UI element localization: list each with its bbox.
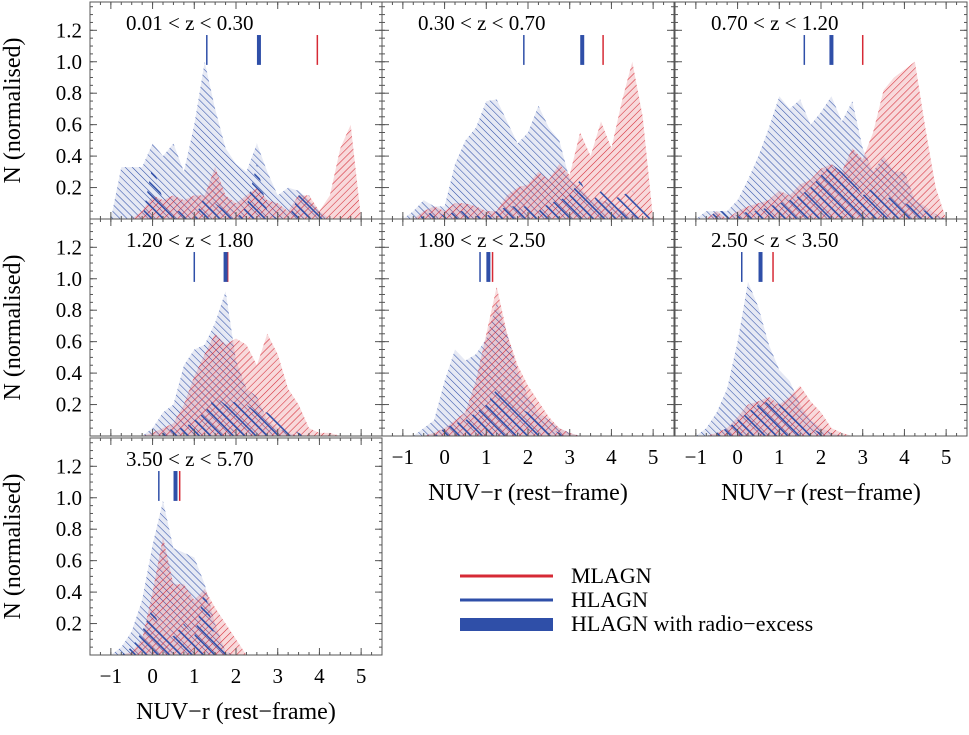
legend: MLAGN HLAGN HLAGN with radio−excess — [460, 563, 813, 636]
series-area-mlagn — [110, 537, 362, 655]
panel-2: 0.30 < z < 0.70 — [381, 1, 675, 220]
y-tick-label: 1.0 — [56, 267, 82, 291]
series-area-hlagn-with-radio-excess — [402, 179, 654, 219]
series-area-hlagn-with-radio-excess — [402, 388, 654, 436]
panel-1: 0.01 < z < 0.30 0.2 0.4 0.6 0.8 1.0 1.2 N (norm… — [0, 1, 383, 220]
x-tick-label: 4 — [314, 664, 325, 688]
panel-6: 2.50 < z < 3.50 −1 0 1 2 3 4 5 NUV−r (rest−frame… — [674, 218, 968, 506]
panel-3: 0.70 < z < 1.20 — [674, 1, 968, 220]
x-tick-label: 0 — [732, 445, 743, 469]
y-tick-label: 1.2 — [56, 454, 82, 478]
panel-5: 1.80 < z < 2.50 −1 0 1 2 3 4 5 NUV−r (rest−frame… — [381, 218, 675, 506]
x-tick-label: 4 — [899, 445, 910, 469]
series-area-hlagn-with-radio-excess — [110, 589, 362, 655]
y-tick-label: 1.0 — [56, 50, 82, 74]
panel-7: 3.50 < z < 5.70 0.2 0.4 0.6 0.8 1.0 1.2 N (norm… — [0, 437, 383, 725]
legend-swatch-hlagn-radio-excess — [460, 618, 553, 631]
legend-label-mlagn: MLAGN — [571, 563, 652, 588]
x-tick-label: 5 — [648, 445, 659, 469]
y-tick-label: 0.4 — [56, 361, 83, 385]
y-tick-label: 1.0 — [56, 486, 82, 510]
x-tick-label: 2 — [523, 445, 534, 469]
x-tick-label: −1 — [100, 664, 122, 688]
x-tick-label: 3 — [857, 445, 868, 469]
y-tick-label: 0.2 — [56, 612, 82, 636]
y-tick-label: 0.4 — [56, 580, 83, 604]
y-axis-label: N (normalised) — [0, 38, 26, 184]
x-axis-label: NUV−r (rest−frame) — [721, 480, 921, 506]
y-tick-label: 0.6 — [56, 113, 82, 137]
x-axis-label: NUV−r (rest−frame) — [428, 480, 628, 506]
x-tick-label: 3 — [564, 445, 575, 469]
x-tick-label: 2 — [816, 445, 827, 469]
series-area-mlagn — [110, 333, 362, 436]
y-tick-label: 0.2 — [56, 393, 82, 417]
y-axis-label: N (normalised) — [0, 474, 26, 620]
x-tick-label: 0 — [147, 664, 158, 688]
x-tick-label: 5 — [941, 445, 952, 469]
series-area-mlagn — [695, 61, 947, 219]
y-tick-label: 0.6 — [56, 330, 82, 354]
y-tick-label: 1.2 — [56, 18, 82, 42]
panel-title: 1.80 < z < 2.50 — [418, 228, 546, 252]
y-axis-label: N (normalised) — [0, 255, 26, 401]
series-area-hlagn — [110, 61, 362, 219]
series-area-mlagn — [402, 286, 654, 436]
panel-title: 0.01 < z < 0.30 — [126, 11, 254, 35]
x-tick-label: −1 — [685, 445, 707, 469]
series-area-hlagn-with-radio-excess — [695, 401, 947, 436]
series-area-mlagn — [402, 61, 654, 219]
series-area-hlagn-with-radio-excess — [110, 164, 362, 219]
series-area-hlagn — [402, 302, 654, 436]
series-area-hlagn-with-radio-excess — [695, 164, 947, 219]
x-tick-label: 1 — [774, 445, 785, 469]
x-tick-label: 2 — [231, 664, 242, 688]
panel-4: 1.20 < z < 1.80 0.2 0.4 0.6 0.8 1.0 1.2 N (norm… — [0, 218, 383, 437]
x-tick-label: 1 — [189, 664, 200, 688]
x-tick-label: −1 — [392, 445, 414, 469]
x-axis-label: NUV−r (rest−frame) — [136, 699, 336, 725]
panel-title: 1.20 < z < 1.80 — [126, 228, 254, 252]
y-tick-label: 0.8 — [56, 517, 82, 541]
x-tick-label: 4 — [606, 445, 617, 469]
panel-title: 0.70 < z < 1.20 — [711, 11, 839, 35]
x-tick-label: 1 — [481, 445, 492, 469]
y-tick-label: 1.2 — [56, 235, 82, 259]
y-tick-label: 0.4 — [56, 144, 83, 168]
series-area-hlagn-with-radio-excess — [110, 396, 362, 436]
x-tick-label: 0 — [439, 445, 450, 469]
y-tick-label: 0.2 — [56, 176, 82, 200]
legend-label-hlagn-radio-excess: HLAGN with radio−excess — [571, 611, 813, 636]
x-tick-label: 3 — [272, 664, 283, 688]
x-tick-label: 5 — [356, 664, 367, 688]
y-tick-label: 0.8 — [56, 81, 82, 105]
panel-title: 2.50 < z < 3.50 — [711, 228, 839, 252]
legend-label-hlagn: HLAGN — [571, 587, 648, 612]
y-tick-label: 0.8 — [56, 298, 82, 322]
series-area-hlagn — [695, 281, 947, 436]
panel-title: 3.50 < z < 5.70 — [126, 447, 254, 471]
y-tick-label: 0.6 — [56, 549, 82, 573]
panel-title: 0.30 < z < 0.70 — [418, 11, 546, 35]
series-area-hlagn — [402, 99, 654, 219]
series-area-mlagn — [110, 124, 362, 219]
